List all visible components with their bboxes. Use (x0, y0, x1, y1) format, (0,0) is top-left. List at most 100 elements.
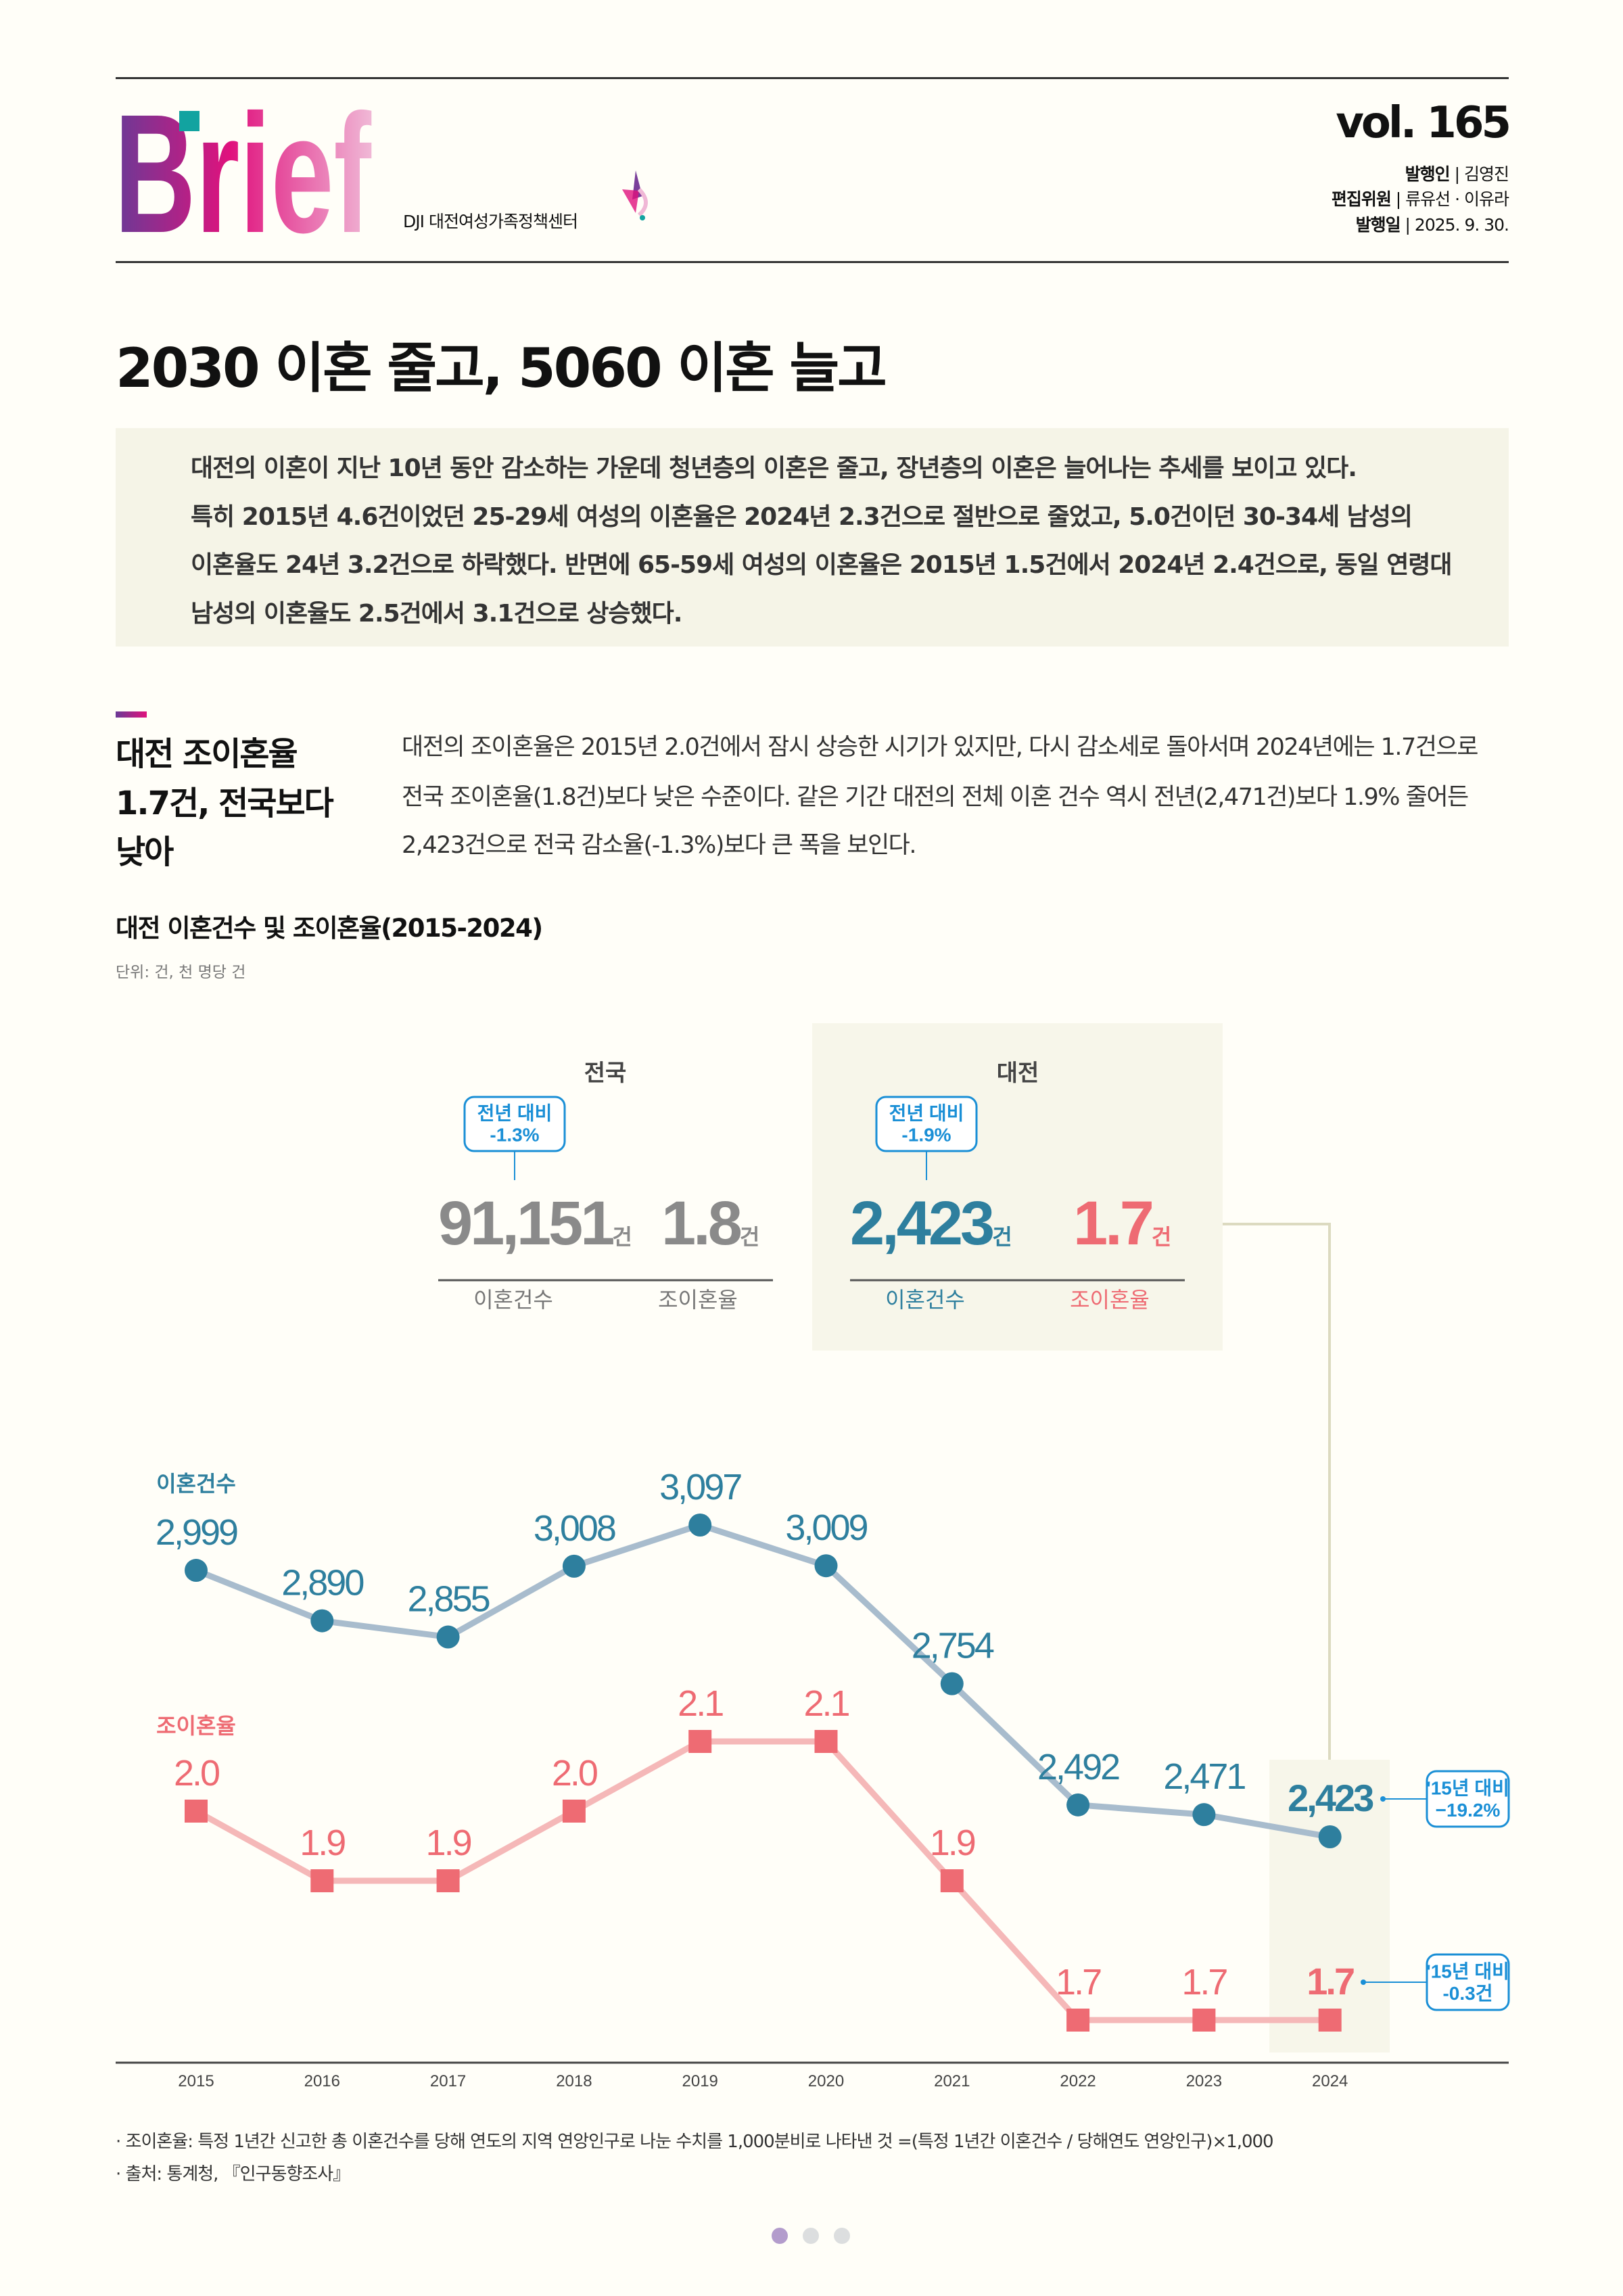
daejeon-badge-label: 전년 대비 (889, 1103, 964, 1124)
meta-date: 발행일 | 2025. 9. 30. (1355, 215, 1509, 235)
x-tick-label: 2019 (682, 2072, 718, 2090)
highlight-2024 (1269, 1760, 1390, 2053)
data-label: 2,999 (156, 1512, 237, 1553)
data-point (940, 1672, 964, 1695)
data-point (1318, 2009, 1342, 2032)
top-rule (116, 77, 1509, 79)
footnote-source: · 출처: 통계청, 『인구동향조사』 (116, 2164, 350, 2184)
section-heading: 1.7건, 전국보다 (116, 784, 334, 822)
data-label: 2.1 (678, 1683, 723, 1724)
data-point (310, 1869, 334, 1892)
daejeon-title: 대전 (997, 1060, 1039, 1086)
change-since-2015-badge-value: -0.3건 (1442, 1983, 1492, 2004)
page-indicator (772, 2228, 850, 2244)
national-rate-label: 조이혼율 (658, 1288, 738, 1312)
connector-line (1223, 1223, 1331, 1760)
chart-title: 대전 이혼건수 및 조이혼율(2015-2024) (116, 914, 543, 943)
data-label: 3,097 (659, 1467, 741, 1507)
org-logo-icon (622, 170, 648, 220)
volume-number: vol. 165 (1336, 98, 1511, 148)
data-label: 1.7 (1181, 1962, 1227, 2002)
data-label: 2,423 (1288, 1777, 1373, 1819)
data-point (688, 1730, 712, 1753)
data-point (1192, 1803, 1216, 1827)
summary-line: 이혼율도 24년 3.2건으로 하락했다. 반면에 65-59세 여성의 이혼율… (191, 551, 1453, 579)
x-tick-label: 2016 (304, 2072, 340, 2090)
data-point (940, 1869, 964, 1892)
svg-text:Brief: Brief (114, 101, 371, 237)
x-tick-label: 2023 (1186, 2072, 1222, 2090)
page-title: 2030 이혼 줄고, 5060 이혼 늘고 (116, 337, 887, 400)
chart-unit: 단위: 건, 천 명당 건 (116, 964, 246, 981)
x-tick-label: 2020 (808, 2072, 844, 2090)
national-badge-label: 전년 대비 (477, 1103, 552, 1124)
page-dot[interactable] (834, 2228, 850, 2244)
footnote-definition: · 조이혼율: 특정 1년간 신고한 총 이혼건수를 당해 연도의 지역 연앙인… (116, 2132, 1274, 2152)
summary-line: 남성의 이혼율도 2.5건에서 3.1건으로 상승했다. (191, 600, 682, 628)
change-since-2015-badge (1426, 1953, 1510, 2011)
daejeon-rate-label: 조이혼율 (1070, 1288, 1150, 1312)
data-label: 1.9 (930, 1823, 975, 1863)
data-label: 1.9 (300, 1823, 345, 1863)
national-rate: 1.8건 (661, 1189, 758, 1258)
series-line (194, 1738, 1330, 2023)
summary-line: 특히 2015년 4.6건이었던 25-29세 여성의 이혼율은 2024년 2… (191, 503, 1413, 531)
section-body: 대전의 조이혼율은 2015년 2.0건에서 잠시 상승한 시기가 있지만, 다… (402, 734, 1478, 761)
data-point (814, 1554, 838, 1578)
page-dot[interactable] (803, 2228, 819, 2244)
data-label: 3,008 (534, 1508, 615, 1549)
data-label: 2,492 (1037, 1747, 1119, 1787)
x-tick-label: 2017 (430, 2072, 466, 2090)
section-body: 2,423건으로 전국 감소율(-1.3%)보다 큰 폭을 보인다. (402, 832, 917, 859)
data-point (1066, 1793, 1090, 1817)
data-point (185, 1559, 208, 1583)
x-tick-label: 2021 (934, 2072, 970, 2090)
data-label: 1.7 (1307, 1960, 1354, 2002)
x-tick-label: 2018 (556, 2072, 592, 2090)
series-label: 이혼건수 (156, 1472, 236, 1496)
change-since-2015-badge-label: '15년 대비 (1426, 1961, 1509, 1982)
summary-line: 대전의 이혼이 지난 10년 동안 감소하는 가운데 청년층의 이혼은 줄고, … (191, 454, 1357, 482)
section-heading: 낮아 (116, 833, 174, 871)
series-line (195, 1522, 1331, 1840)
data-label: 2,471 (1163, 1756, 1245, 1797)
org-name: DJI 대전여성가족정책센터 (403, 212, 578, 231)
daejeon-card-bg (812, 1023, 1223, 1351)
data-point (436, 1625, 460, 1649)
change-since-2015-badge-value: −19.2% (1436, 1800, 1501, 1821)
national-count: 91,151건 (438, 1189, 630, 1258)
data-label: 2,890 (281, 1563, 363, 1603)
data-point (1192, 2009, 1216, 2032)
data-point (1066, 2009, 1090, 2032)
data-point (814, 1730, 838, 1753)
daejeon-count-label: 이혼건수 (885, 1288, 965, 1312)
summary-box: 대전의 이혼이 지난 10년 동안 감소하는 가운데 청년층의 이혼은 줄고, … (116, 428, 1509, 647)
data-point (688, 1514, 712, 1537)
data-point (562, 1554, 586, 1578)
national-count-label: 이혼건수 (473, 1288, 553, 1312)
data-point (562, 1800, 586, 1823)
page-dot-active[interactable] (772, 2228, 788, 2244)
data-point (185, 1800, 208, 1823)
data-label: 2,754 (912, 1626, 994, 1666)
data-label: 2,855 (408, 1579, 490, 1620)
section-heading: 대전 조이혼율 (116, 735, 298, 773)
data-label: 3,009 (785, 1507, 867, 1548)
change-since-2015-badge (1426, 1770, 1510, 1828)
national-badge-value: -1.3% (490, 1125, 539, 1146)
section-accent-bar (116, 711, 147, 718)
data-point (310, 1609, 334, 1633)
data-label: 1.9 (426, 1823, 471, 1863)
daejeon-count: 2,423건 (850, 1189, 1010, 1258)
data-label: 2.0 (174, 1753, 219, 1794)
national-title: 전국 (584, 1060, 627, 1086)
bottom-rule (116, 261, 1509, 263)
meta-publisher: 발행인 | 김영진 (1405, 164, 1509, 184)
x-tick-label: 2024 (1312, 2072, 1348, 2090)
x-tick-label: 2022 (1060, 2072, 1096, 2090)
section-body: 전국 조이혼율(1.8건)보다 낮은 수준이다. 같은 기간 대전의 전체 이혼… (402, 784, 1469, 811)
data-label: 2.1 (803, 1683, 849, 1724)
brief-logo: Brief (114, 101, 371, 237)
meta-editors: 편집위원 | 류유선 · 이유라 (1331, 189, 1509, 209)
